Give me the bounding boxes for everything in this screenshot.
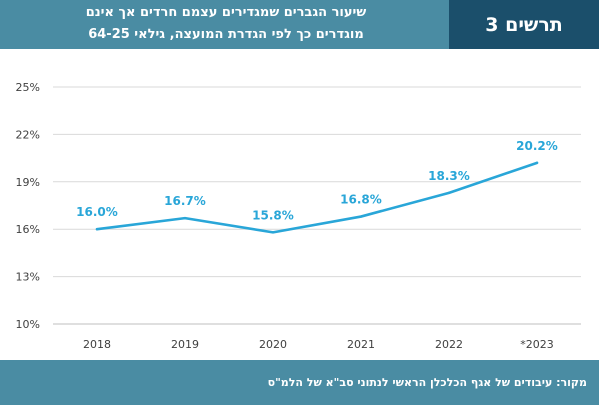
data-point bbox=[535, 161, 539, 165]
data-label: 20.2% bbox=[516, 139, 558, 153]
y-tick-label: 13% bbox=[16, 271, 40, 284]
data-label: 16.8% bbox=[340, 193, 382, 207]
y-tick-label: 25% bbox=[16, 81, 40, 94]
source-note: מקור: עיבודים של אגף הכלכלן הראשי לנתוני… bbox=[267, 376, 587, 389]
data-label: 16.0% bbox=[76, 205, 118, 219]
data-point bbox=[95, 228, 99, 231]
data-point bbox=[183, 216, 187, 220]
chart-title-line-1: שיעור הגברים שמגדירים עצמם חרדים אך אינם bbox=[85, 5, 367, 20]
chart-title: שיעור הגברים שמגדירים עצמם חרדים אך אינם… bbox=[10, 2, 442, 48]
data-label: 18.3% bbox=[428, 169, 470, 183]
x-tick-label: 2022 bbox=[435, 338, 463, 351]
y-tick-label: 19% bbox=[16, 176, 40, 189]
data-point bbox=[359, 215, 363, 218]
y-tick-label: 10% bbox=[16, 318, 40, 331]
x-tick-label: 2021 bbox=[347, 338, 375, 351]
x-tick-label: 2018 bbox=[83, 338, 111, 351]
series bbox=[95, 161, 539, 234]
y-tick-label: 22% bbox=[16, 128, 40, 141]
header-bar: שיעור הגברים שמגדירים עצמם חרדים אך אינם… bbox=[0, 0, 599, 49]
data-point bbox=[271, 231, 275, 234]
data-point bbox=[447, 191, 451, 195]
y-axis-ticks: 10% 13% 16% 19% 22% 25% bbox=[16, 81, 40, 331]
series-line bbox=[95, 161, 539, 234]
x-tick-label: 2020 bbox=[259, 338, 287, 351]
x-tick-label: *2023 bbox=[520, 338, 554, 351]
data-label: 15.8% bbox=[252, 208, 294, 222]
data-label: 16.7% bbox=[164, 194, 206, 208]
x-axis-ticks: 2018 2019 2020 2021 2022 *2023 bbox=[83, 338, 554, 351]
figure-label: תרשים 3 bbox=[449, 0, 599, 49]
line-chart: 10% 13% 16% 19% 22% 25% 2018 2019 2020 2021 2022 *… bbox=[16, 81, 581, 351]
y-tick-label: 16% bbox=[16, 223, 40, 236]
data-labels: 16.0% 16.7% 15.8% 16.8% 18.3% 20.2% bbox=[76, 139, 558, 223]
chart-title-line-2: מוגדרים כך לפי הגדרת המועצה, גילאי 64-25 bbox=[88, 27, 364, 42]
gridlines bbox=[53, 86, 581, 325]
footer-bar: מקור: עיבודים של אגף הכלכלן הראשי לנתוני… bbox=[0, 360, 599, 405]
x-tick-label: 2019 bbox=[171, 338, 199, 351]
